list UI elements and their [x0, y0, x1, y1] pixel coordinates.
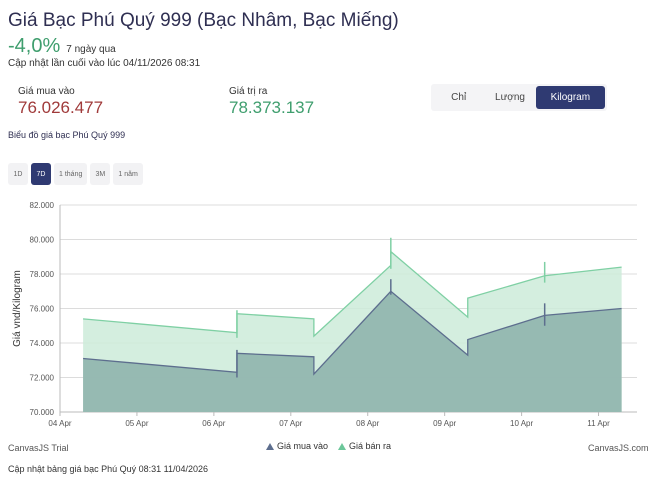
y-tick-label: 82.000: [30, 201, 55, 210]
unit-tab-kilogram[interactable]: Kilogram: [535, 86, 605, 109]
y-tick-label: 78.000: [30, 270, 55, 279]
chart-heading: Biểu đồ giá bạc Phú Quý 999: [8, 130, 126, 140]
x-tick-label: 07 Apr: [279, 419, 302, 428]
y-axis-title: Giá vnd/Kilogram: [12, 270, 23, 347]
triangle-icon: [266, 442, 274, 450]
change-row: -4,0% 7 ngày qua: [8, 35, 116, 58]
last-updated: Cập nhật lần cuối vào lúc 04/11/2026 08:…: [8, 58, 201, 69]
change-period: 7 ngày qua: [66, 44, 116, 55]
x-tick-label: 06 Apr: [202, 419, 225, 428]
x-tick-label: 04 Apr: [48, 419, 71, 428]
y-tick-label: 80.000: [30, 236, 55, 245]
range-tab-1-year[interactable]: 1 năm: [113, 163, 143, 185]
page-title: Giá Bạc Phú Quý 999 (Bạc Nhâm, Bạc Miếng…: [8, 10, 399, 31]
legend-label-buy: Giá mua vào: [277, 441, 329, 451]
sell-price-value: 78.373.137: [229, 98, 315, 117]
range-tabs: 1D 7D 1 tháng 3M 1 năm: [8, 163, 143, 185]
buy-price-value: 76.026.477: [18, 98, 104, 117]
chart-legend: Giá mua vào Giá bán ra: [266, 441, 391, 451]
legend-item-buy[interactable]: Giá mua vào: [266, 441, 328, 451]
y-tick-label: 74.000: [30, 339, 55, 348]
price-chart: 70.000 72.000 74.000 76.000 78.000 80.000 82.0…: [12, 201, 637, 428]
x-tick-label: 05 Apr: [125, 419, 148, 428]
legend-label-sell: Giá bán ra: [349, 441, 392, 451]
sell-price-label: Giá trị ra: [229, 86, 268, 97]
unit-tabs: Chỉ Lượng Kilogram: [431, 84, 607, 111]
unit-tab-chi[interactable]: Chỉ: [451, 92, 467, 103]
y-tick-label: 70.000: [30, 408, 55, 417]
y-tick-label: 72.000: [30, 374, 55, 383]
range-tab-3m[interactable]: 3M: [90, 163, 111, 185]
unit-tab-luong[interactable]: Lượng: [495, 92, 525, 103]
y-tick-label: 76.000: [30, 305, 55, 314]
legend-item-sell[interactable]: Giá bán ra: [338, 441, 391, 451]
x-tick-label: 10 Apr: [510, 419, 533, 428]
footer-updated: Cập nhật bảng giá bạc Phú Quý 08:31 11/0…: [8, 464, 208, 474]
x-tick-label: 09 Apr: [433, 419, 456, 428]
range-tab-1-month[interactable]: 1 tháng: [54, 163, 88, 185]
x-tick-label: 08 Apr: [356, 419, 379, 428]
canvasjs-link[interactable]: CanvasJS.com: [588, 443, 649, 453]
buy-price-label: Giá mua vào: [18, 86, 75, 97]
range-tab-1d[interactable]: 1D: [8, 163, 28, 185]
triangle-icon: [338, 442, 347, 450]
range-tab-7d[interactable]: 7D: [31, 163, 51, 185]
price-change: -4,0%: [8, 35, 61, 57]
buy-area: [83, 291, 622, 412]
canvasjs-trial-watermark: CanvasJS Trial: [8, 443, 69, 453]
x-tick-label: 11 Apr: [587, 419, 610, 428]
